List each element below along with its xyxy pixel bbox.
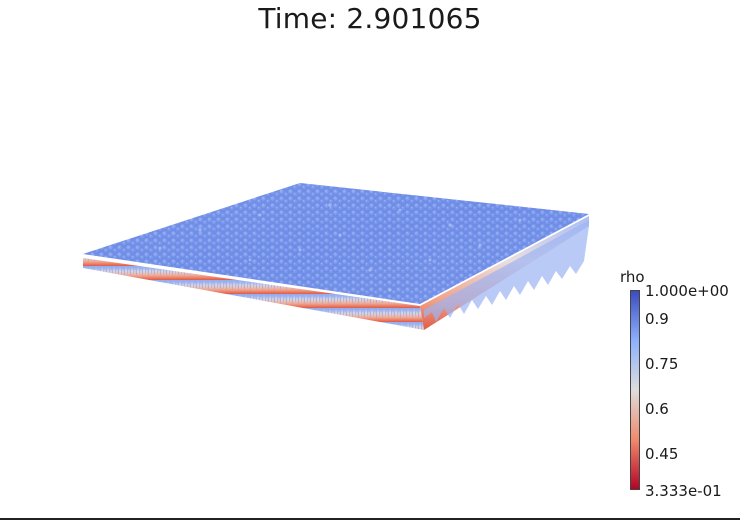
time-title: Time: 2.901065 [258,2,482,35]
colorbar-min-label: 3.333e-01 [645,482,722,500]
colorbar-max-label: 1.000e+00 [645,282,729,300]
colorbar-title: rho [620,268,645,286]
colorbar-tick-label: 0.6 [645,399,669,418]
slab-front-edge [83,258,424,330]
colorbar-tick-label: 0.45 [645,444,679,463]
bottom-border [0,518,740,520]
slab-right-fringe [424,220,589,322]
colorbar-gradient [630,290,640,490]
colorbar-tick-label: 0.75 [645,354,679,373]
colorbar-tick-label: 0.9 [645,309,669,328]
surface-highlights [158,203,522,292]
